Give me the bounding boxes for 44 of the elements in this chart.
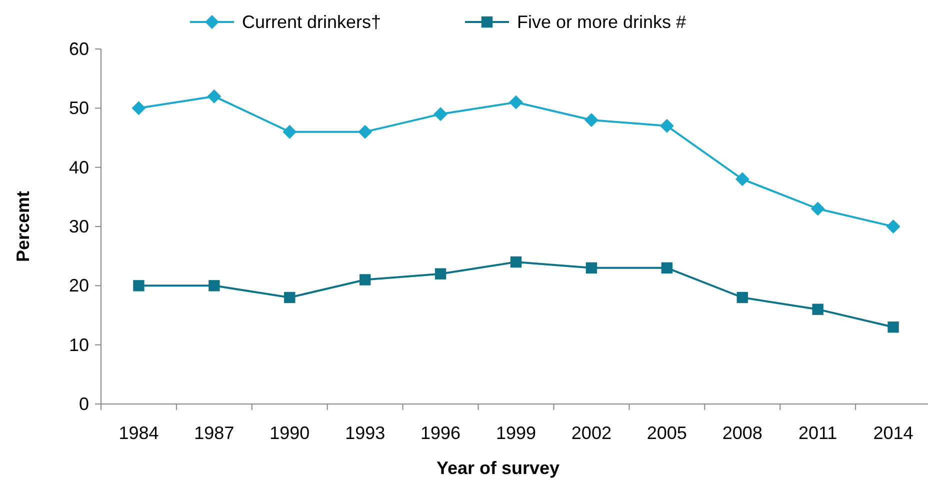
x-tick-label: 1984 bbox=[118, 423, 159, 443]
point bbox=[586, 262, 598, 274]
point bbox=[661, 262, 673, 274]
y-tick-label: 30 bbox=[68, 216, 89, 236]
y-tick-label: 50 bbox=[68, 98, 89, 118]
point bbox=[282, 124, 297, 139]
y-tick-label: 0 bbox=[78, 394, 89, 414]
point bbox=[132, 101, 146, 116]
x-tick-label: 1993 bbox=[345, 423, 386, 443]
point bbox=[660, 118, 674, 133]
point bbox=[810, 202, 825, 216]
point bbox=[509, 95, 523, 110]
legend-label: Current drinkers† bbox=[242, 12, 382, 32]
point bbox=[736, 292, 748, 304]
point bbox=[358, 124, 372, 139]
x-tick-label: 2011 bbox=[798, 423, 838, 443]
point bbox=[208, 280, 220, 292]
x-axis-title: Year of survey bbox=[436, 458, 560, 478]
point bbox=[434, 107, 448, 122]
point bbox=[888, 321, 899, 333]
x-tick-label: 2005 bbox=[646, 423, 687, 443]
point bbox=[207, 89, 222, 104]
x-tick-label: 1990 bbox=[270, 423, 310, 443]
y-tick-label: 10 bbox=[68, 334, 89, 355]
point bbox=[886, 220, 900, 234]
x-tick-label: 2002 bbox=[571, 423, 612, 443]
y-tick-label: 40 bbox=[68, 157, 89, 178]
point bbox=[434, 268, 446, 280]
point bbox=[133, 280, 144, 292]
point bbox=[584, 113, 598, 127]
y-tick-label: 20 bbox=[68, 276, 89, 296]
point bbox=[284, 292, 296, 304]
point bbox=[812, 304, 824, 315]
point bbox=[510, 256, 522, 268]
x-tick-label: 1996 bbox=[420, 423, 461, 443]
point bbox=[359, 274, 371, 286]
x-tick-label: 2008 bbox=[722, 423, 762, 443]
x-tick-label: 2014 bbox=[873, 423, 914, 443]
y-tick-label: 60 bbox=[68, 39, 89, 59]
x-tick-label: 1999 bbox=[496, 423, 536, 443]
x-tick-label: 1987 bbox=[194, 423, 234, 443]
y-axis-title: Percemt bbox=[13, 190, 33, 262]
point bbox=[735, 172, 750, 186]
legend-label: Five or more drinks # bbox=[517, 12, 686, 32]
